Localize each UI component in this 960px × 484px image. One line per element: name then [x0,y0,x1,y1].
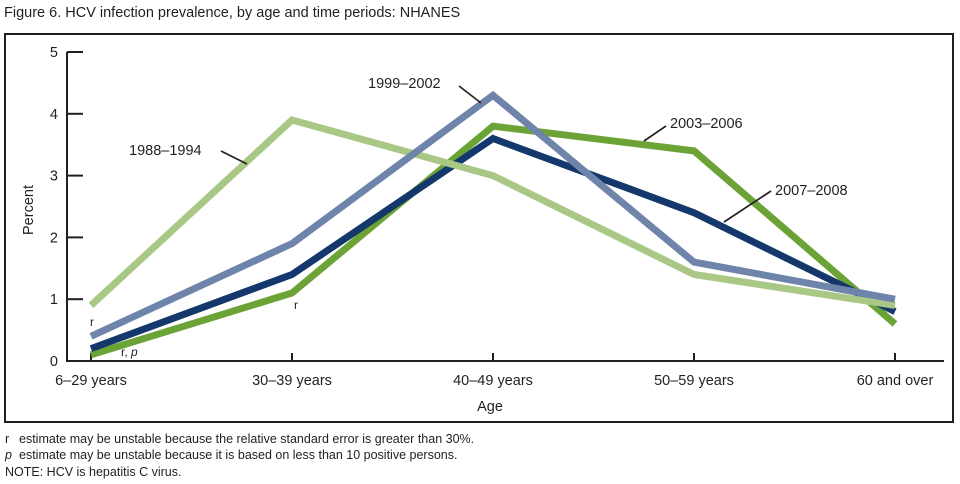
footnote-p: p estimate may be unstable because it is … [5,447,474,463]
series-line-1988-1994 [88,116,896,309]
y-tick-label: 3 [50,169,58,185]
footnote-p-text: estimate may be unstable because it is b… [19,448,458,463]
x-tick-label: 50–59 years [654,373,734,389]
unstable-estimate-flag: r [294,298,298,312]
x-axis-title: Age [477,399,503,415]
footnote-p-marker: p [5,448,12,463]
y-tick-label: 5 [50,45,58,61]
x-tick-label: 40–49 years [453,373,533,389]
series-label-connector [723,190,772,223]
series-label-connector [458,85,482,104]
figure-title: Figure 6. HCV infection prevalence, by a… [4,5,461,21]
footnotes: r estimate may be unstable because the re… [5,431,474,480]
series-label-connector [643,125,667,142]
unstable-estimate-flag: r [90,315,94,329]
x-tick-label: 6–29 years [55,373,127,389]
footnote-note: NOTE: HCV is hepatitis C virus. [5,464,182,479]
series-line-1999-2002 [89,90,896,340]
footnote-r: r estimate may be unstable because the re… [5,431,474,447]
series-label-1988-1994: 1988–1994 [129,143,202,159]
series-label-2007-2008: 2007–2008 [775,183,848,199]
series-label-2003-2006: 2003–2006 [670,116,743,132]
y-tick-label: 4 [50,107,58,123]
chart-frame [4,33,954,423]
y-tick-label: 1 [50,292,58,308]
unstable-estimate-flag: r, p [121,345,138,359]
x-tick-label: 60 and over [857,373,934,389]
series-label-1999-2002: 1999–2002 [368,76,441,92]
y-tick-label: 2 [50,230,58,246]
series-line-2007-2008 [89,134,897,352]
y-tick-label: 0 [50,354,58,370]
footnote-r-text: estimate may be unstable because the rel… [19,432,475,446]
series-line-2003-2006 [89,122,898,359]
footnote-r-marker: r [5,432,10,446]
y-axis-title: Percent [21,185,37,235]
series-label-connector [220,150,248,165]
x-tick-label: 30–39 years [252,373,332,389]
